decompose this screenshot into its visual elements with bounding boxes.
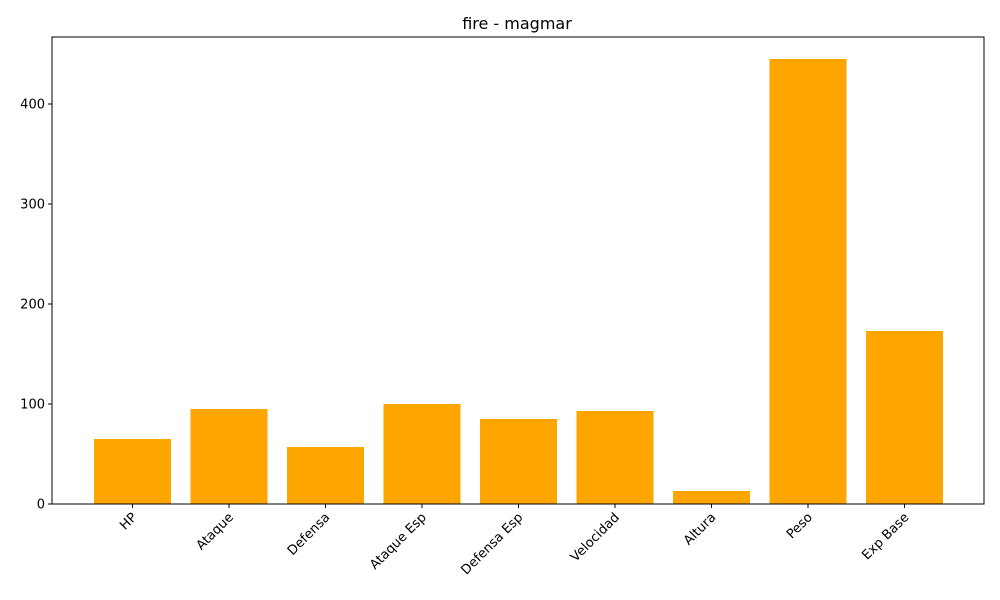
x-tick-label: Ataque Esp	[367, 510, 430, 573]
x-tick-label: Peso	[784, 510, 816, 542]
x-axis: HP Ataque Defensa Ataque Esp Defensa Esp Velo…	[117, 504, 912, 578]
x-tick-label: Defensa Esp	[458, 510, 526, 578]
y-tick-label: 300	[20, 198, 45, 213]
bar-defensa	[287, 447, 364, 504]
x-tick-label: Velocidad	[568, 510, 623, 565]
x-tick-label: Ataque	[194, 510, 237, 553]
bars-group	[94, 59, 943, 504]
y-tick-label: 100	[20, 398, 45, 413]
y-axis: 0 100 200 300 400	[20, 98, 52, 513]
bar-velocidad	[576, 411, 654, 504]
chart-title: fire - magmar	[462, 14, 572, 33]
y-tick-label: 0	[37, 498, 45, 513]
x-tick-label: HP	[117, 510, 140, 533]
x-tick-label: Exp Base	[859, 510, 912, 563]
y-tick-label: 200	[20, 298, 45, 313]
plot-frame	[51, 36, 985, 505]
bar-exp-base	[866, 331, 943, 504]
x-tick-label: Defensa	[285, 510, 333, 558]
bar-ataque	[190, 409, 268, 504]
bar-defensa-esp	[480, 419, 557, 504]
y-tick-label: 400	[20, 98, 45, 113]
x-tick-label: Altura	[681, 510, 719, 548]
bar-peso	[769, 59, 847, 504]
bar-altura	[673, 491, 750, 504]
bar-hp	[94, 439, 171, 504]
bar-ataque-esp	[383, 404, 461, 504]
